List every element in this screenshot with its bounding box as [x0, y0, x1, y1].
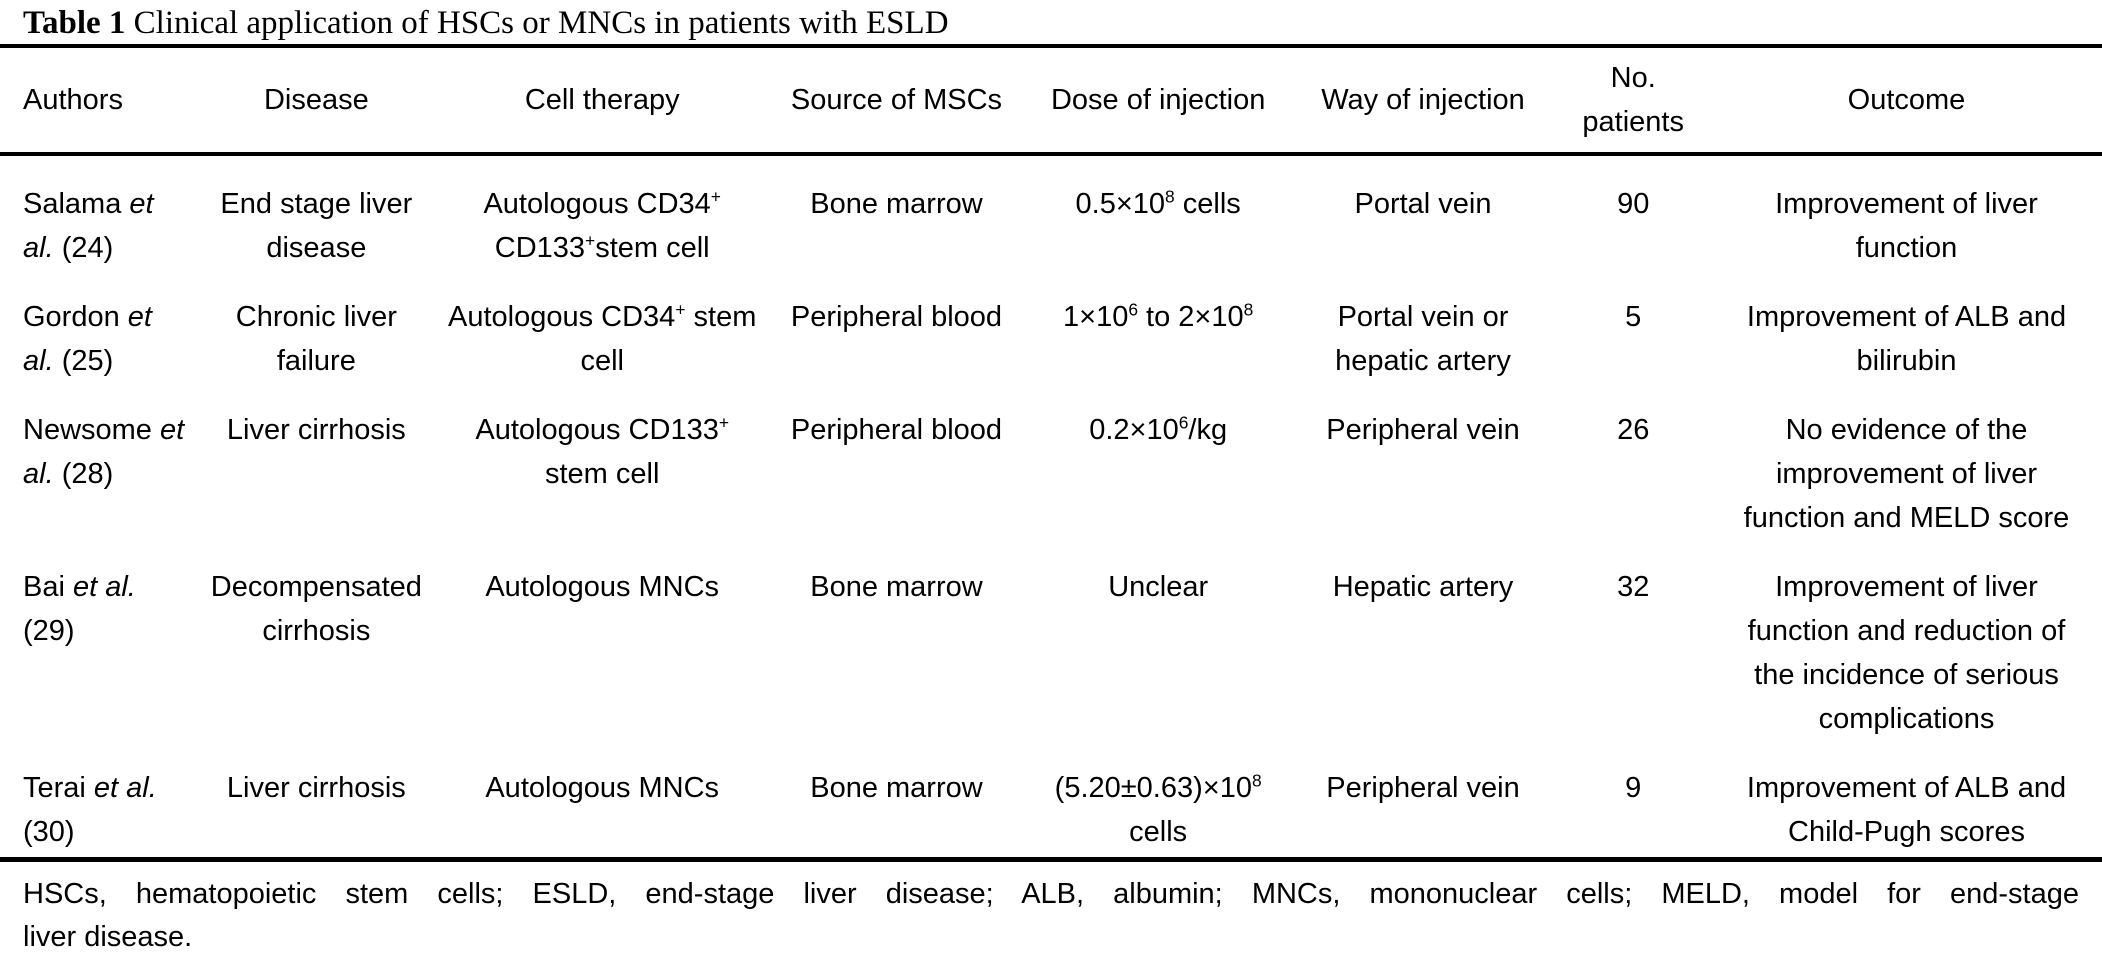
cell-dose: 1×106 to 2×108 — [1063, 299, 1254, 333]
cell-authors: Gordon et al. (25) — [23, 301, 152, 377]
cell-authors: Terai et al. (30) — [23, 772, 157, 848]
cell-patients: 32 — [1617, 571, 1650, 603]
cell-authors: Salama et al. (24) — [23, 188, 154, 264]
cell-way: Portal vein — [1354, 188, 1492, 220]
cell-therapy: Autologous CD34+ CD133+stem cell — [483, 186, 721, 264]
cell-outcome: Improvement of ALB and Child-Pugh scores — [1746, 772, 2067, 848]
cell-source: Bone marrow — [810, 772, 983, 804]
column-header-dose-of-injection: Dose of injection — [1025, 46, 1291, 156]
table-row: Gordon et al. (25) Chronic liver failure A… — [0, 295, 2102, 408]
cell-therapy: Autologous MNCs — [485, 571, 720, 603]
table-row: Salama et al. (24) End stage liver diseas… — [0, 154, 2102, 295]
footnote-line-1: HSCs, hematopoietic stem cells; ESLD, en… — [23, 878, 2079, 910]
cell-outcome: Improvement of ALB and bilirubin — [1746, 301, 2067, 377]
table-number-label: Table 1 — [23, 5, 126, 41]
column-header-no-patients: No. patients — [1555, 46, 1711, 156]
column-header-cell-therapy: Cell therapy — [437, 46, 768, 156]
cell-disease: Chronic liver failure — [235, 301, 397, 377]
column-header-way-of-injection: Way of injection — [1290, 46, 1556, 156]
cell-disease: Liver cirrhosis — [226, 772, 406, 804]
clinical-applications-table: Authors Disease Cell therapy Source of M… — [0, 44, 2102, 862]
cell-therapy: Autologous CD133+ stem cell — [475, 412, 729, 490]
table-caption-text: Clinical application of HSCs or MNCs in … — [133, 5, 949, 41]
cell-way: Peripheral vein — [1326, 772, 1520, 804]
cell-therapy: Autologous MNCs — [485, 772, 720, 804]
cell-patients: 5 — [1625, 301, 1642, 333]
cell-source: Bone marrow — [810, 571, 983, 603]
cell-source: Bone marrow — [810, 188, 983, 220]
cell-dose: 0.2×106/kg — [1089, 412, 1228, 446]
cell-outcome: Improvement of liver function — [1775, 188, 2038, 264]
cell-source: Peripheral blood — [790, 301, 1003, 333]
cell-patients: 9 — [1625, 772, 1642, 804]
cell-dose: 0.5×108 cells — [1075, 186, 1241, 220]
table-row: Bai et al. (29) Decompensated cirrhosis Au… — [0, 565, 2102, 766]
column-header-disease: Disease — [195, 46, 438, 156]
cell-way: Portal vein or hepatic artery — [1335, 301, 1511, 377]
cell-disease: Liver cirrhosis — [226, 414, 406, 446]
cell-outcome: Improvement of liver function and reduct… — [1747, 571, 2066, 735]
footnote-line-2: liver disease. — [23, 921, 193, 953]
table-row: Terai et al. (30) Liver cirrhosis Autologo… — [0, 766, 2102, 860]
column-header-outcome: Outcome — [1710, 46, 2102, 156]
column-header-authors: Authors — [0, 46, 196, 156]
cell-source: Peripheral blood — [790, 414, 1003, 446]
column-header-source-of-mscs: Source of MSCs — [767, 46, 1026, 156]
cell-patients: 26 — [1617, 414, 1650, 446]
cell-authors: Newsome et al. (28) — [23, 414, 185, 490]
table-body: Salama et al. (24) End stage liver diseas… — [0, 154, 2102, 860]
cell-outcome: No evidence of the improvement of liver … — [1743, 414, 2070, 534]
table-row: Newsome et al. (28) Liver cirrhosis Autolo… — [0, 408, 2102, 565]
cell-therapy: Autologous CD34+ stem cell — [448, 299, 757, 377]
cell-way: Peripheral vein — [1326, 414, 1520, 446]
table-caption: Table 1 Clinical application of HSCs or … — [0, 0, 2102, 44]
cell-dose: (5.20±0.63)×108 cells — [1054, 770, 1262, 848]
cell-disease: End stage liver disease — [220, 188, 413, 264]
cell-authors: Bai et al. (29) — [23, 571, 136, 647]
cell-patients: 90 — [1617, 188, 1650, 220]
table-footnote: HSCs, hematopoietic stem cells; ESLD, en… — [0, 862, 2102, 954]
cell-dose: Unclear — [1108, 571, 1209, 603]
header-row: Authors Disease Cell therapy Source of M… — [0, 46, 2102, 156]
cell-way: Hepatic artery — [1332, 571, 1514, 603]
cell-disease: Decompensated cirrhosis — [210, 571, 422, 647]
